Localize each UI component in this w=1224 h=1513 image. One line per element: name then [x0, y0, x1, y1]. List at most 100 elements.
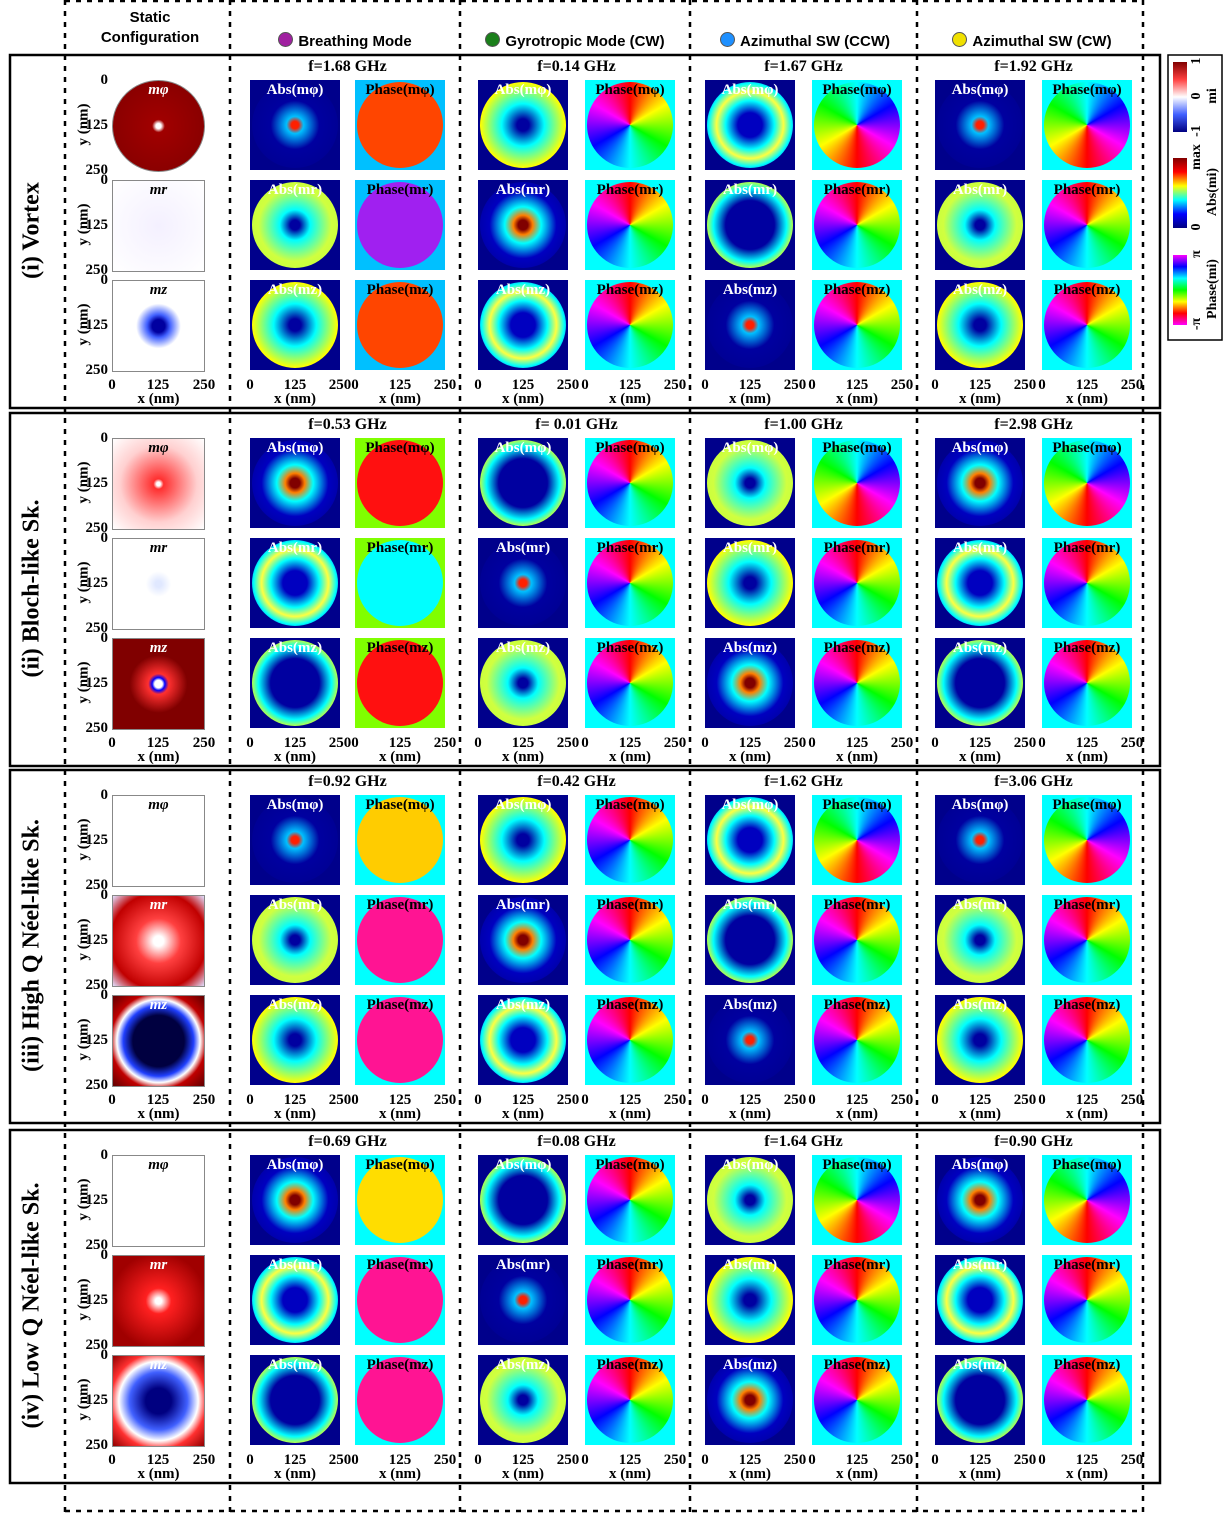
panel-label: Abs(mz): [478, 997, 568, 1014]
colorbar: [1173, 158, 1187, 228]
component-label: mr: [112, 182, 205, 199]
x-axis-label: x (nm): [585, 1466, 675, 1483]
x-axis-label: x (nm): [355, 391, 445, 408]
x-axis-label: x (nm): [112, 749, 205, 766]
abs-panel: Abs(mφ): [705, 795, 795, 885]
row-label: (iii) High Q Néel-like Sk.: [19, 776, 46, 1116]
panel-label: Abs(mr): [705, 540, 795, 557]
phase-panel: Phase(mr): [585, 538, 675, 628]
abs-panel: Abs(mr): [935, 1255, 1025, 1345]
y-tick-label: 0: [78, 530, 108, 547]
panel-label: Abs(mr): [478, 1257, 568, 1274]
abs-panel: Abs(mr): [478, 538, 568, 628]
x-axis-label: x (nm): [812, 749, 902, 766]
panel-label: Phase(mz): [1042, 282, 1132, 299]
panel-label: Abs(mz): [250, 640, 340, 657]
abs-panel: Abs(mφ): [478, 1155, 568, 1245]
x-axis-label: x (nm): [585, 749, 675, 766]
x-axis-label: x (nm): [355, 749, 445, 766]
x-axis-label: x (nm): [1042, 1106, 1132, 1123]
x-axis-label: x (nm): [250, 1466, 340, 1483]
panel-label: Abs(mr): [478, 897, 568, 914]
panel-label: Abs(mr): [250, 1257, 340, 1274]
abs-panel: Abs(mφ): [705, 80, 795, 170]
y-axis-label: y (nm): [76, 1370, 93, 1430]
x-axis-label: x (nm): [585, 1106, 675, 1123]
abs-panel: Abs(mz): [705, 280, 795, 370]
panel-label: Abs(mr): [250, 540, 340, 557]
panel-label: Abs(mφ): [705, 440, 795, 457]
phase-panel: Phase(mz): [585, 995, 675, 1085]
frequency-label: f=1.62 GHz: [705, 773, 902, 791]
phase-panel: Phase(mz): [1042, 995, 1132, 1085]
panel-label: Abs(mφ): [250, 797, 340, 814]
x-axis-label: x (nm): [250, 391, 340, 408]
abs-panel: Abs(mz): [478, 280, 568, 370]
abs-panel: Abs(mφ): [478, 795, 568, 885]
component-label: mφ: [112, 82, 205, 99]
panel-label: Phase(mr): [585, 182, 675, 199]
panel-label: Phase(mφ): [1042, 1157, 1132, 1174]
panel-label: Abs(mr): [935, 540, 1025, 557]
component-label: mr: [112, 540, 205, 557]
y-tick-label: 0: [78, 787, 108, 804]
frequency-label: f=1.67 GHz: [705, 58, 902, 76]
panel-label: Abs(mz): [250, 1357, 340, 1374]
panel-label: Phase(mz): [1042, 997, 1132, 1014]
x-axis-label: x (nm): [478, 391, 568, 408]
frequency-label: f=0.14 GHz: [478, 58, 675, 76]
panel-label: Abs(mz): [705, 282, 795, 299]
phase-panel: Phase(mz): [355, 1355, 445, 1445]
panel-label: Phase(mr): [355, 182, 445, 199]
frequency-label: f=1.64 GHz: [705, 1133, 902, 1151]
panel-label: Phase(mr): [585, 540, 675, 557]
phase-panel: Phase(mφ): [355, 438, 445, 528]
panel-label: Phase(mz): [355, 282, 445, 299]
x-axis-label: x (nm): [112, 1106, 205, 1123]
abs-panel: Abs(mr): [478, 1255, 568, 1345]
frequency-label: f=1.92 GHz: [935, 58, 1132, 76]
abs-panel: Abs(mr): [935, 895, 1025, 985]
component-label: mr: [112, 1257, 205, 1274]
panel-label: Abs(mr): [935, 1257, 1025, 1274]
panel-label: Phase(mz): [355, 640, 445, 657]
phase-panel: Phase(mr): [812, 180, 902, 270]
phase-panel: Phase(mr): [585, 1255, 675, 1345]
abs-panel: Abs(mφ): [250, 795, 340, 885]
y-axis-label: y (nm): [76, 195, 93, 255]
panel-label: Phase(mr): [1042, 897, 1132, 914]
panel-label: Phase(mφ): [355, 797, 445, 814]
frequency-label: f=0.69 GHz: [250, 1133, 445, 1151]
phase-panel: Phase(mφ): [812, 1155, 902, 1245]
component-label: mφ: [112, 1157, 205, 1174]
colorbar-tick: 1: [1189, 41, 1205, 81]
panel-label: Phase(mz): [355, 997, 445, 1014]
panel-label: Abs(mφ): [935, 82, 1025, 99]
panel-label: Phase(mz): [585, 640, 675, 657]
row-label: (i) Vortex: [19, 61, 46, 401]
phase-panel: Phase(mφ): [585, 438, 675, 528]
colorbar-label: Abs(mi): [1205, 152, 1221, 232]
mode-dot: [485, 32, 500, 47]
abs-panel: Abs(mz): [250, 638, 340, 728]
colorbar-tick: π: [1189, 234, 1205, 274]
panel-label: Abs(mz): [478, 640, 568, 657]
phase-panel: Phase(mr): [812, 895, 902, 985]
panel-label: Abs(mr): [705, 182, 795, 199]
abs-panel: Abs(mφ): [935, 1155, 1025, 1245]
panel-label: Phase(mφ): [812, 797, 902, 814]
panel-label: Phase(mr): [1042, 182, 1132, 199]
abs-panel: Abs(mφ): [705, 1155, 795, 1245]
frequency-label: f=0.08 GHz: [478, 1133, 675, 1151]
panel-label: Abs(mφ): [250, 440, 340, 457]
colorbar: [1173, 62, 1187, 132]
phase-panel: Phase(mr): [585, 180, 675, 270]
abs-panel: Abs(mφ): [250, 80, 340, 170]
panel-label: Abs(mz): [935, 282, 1025, 299]
phase-panel: Phase(mz): [1042, 1355, 1132, 1445]
component-label: mφ: [112, 440, 205, 457]
abs-panel: Abs(mz): [935, 1355, 1025, 1445]
colorbar-label: mi: [1205, 56, 1221, 136]
phase-panel: Phase(mz): [355, 995, 445, 1085]
panel-label: Phase(mφ): [1042, 82, 1132, 99]
